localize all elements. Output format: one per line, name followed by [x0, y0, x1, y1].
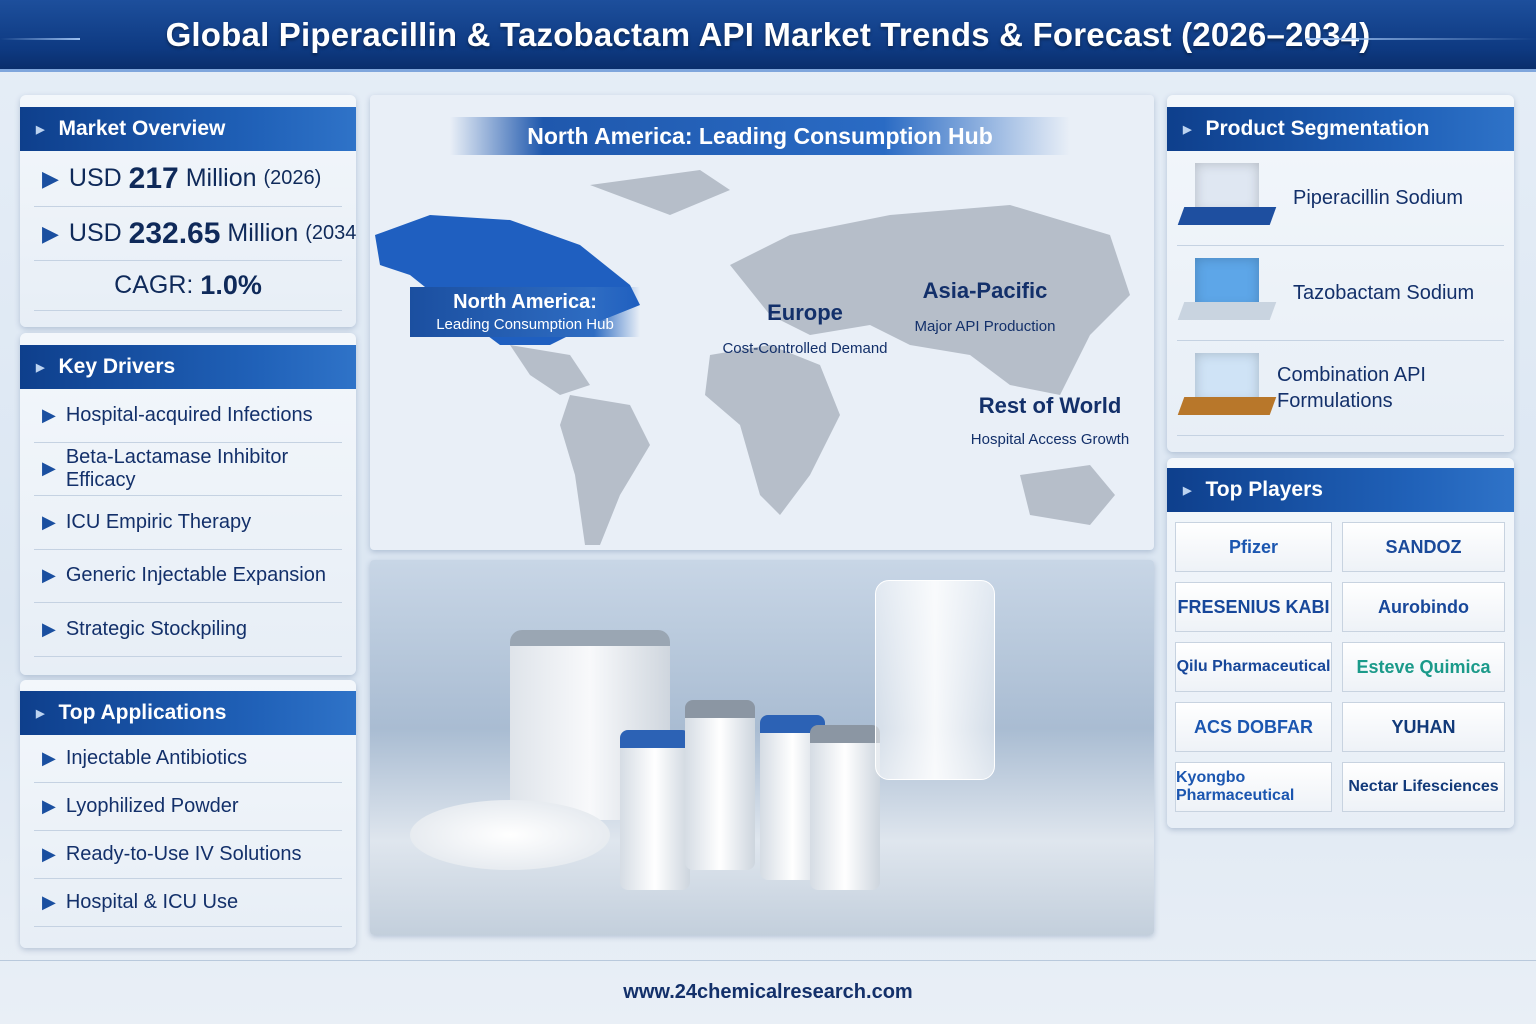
top-applications-panel: ▶ Top Applications ▶ Injectable Antibiotic… [20, 680, 356, 948]
player-logo: SANDOZ [1342, 522, 1505, 572]
segment-label: Piperacillin Sodium [1293, 187, 1464, 209]
panel-title: Top Players [1205, 478, 1323, 501]
bullet-icon: ▶ [42, 748, 56, 768]
region-label-europe: Europe Cost-Controlled Demand [722, 300, 888, 357]
region-label-north-america: North America: Leading Consumption Hub [410, 287, 640, 337]
bullet-icon: ▶ [42, 511, 56, 532]
player-logo: Esteve Quimica [1342, 642, 1505, 692]
player-logo: Kyongbo Pharmaceutical [1175, 762, 1332, 812]
list-item-label: Hospital-acquired Infections [65, 403, 313, 426]
list-item-label: Beta-Lactamase Inhibitor Efficacy [65, 445, 289, 491]
header: Global Piperacillin & Tazobactam API Mar… [0, 0, 1536, 72]
divider [1306, 38, 1536, 40]
player-logo: ACS DOBFAR [1175, 702, 1332, 752]
company-name: FRESENIUS KABI [1177, 596, 1330, 617]
segment-label: Combination API Formulations [1277, 364, 1426, 412]
world-map-panel: North America: Leading Consumption Hub N… [370, 95, 1154, 550]
panel-title: Product Segmentation [1205, 117, 1430, 140]
bullet-icon: ▶ [42, 796, 56, 816]
cagr: CAGR: 1.0% [34, 261, 342, 311]
list-item-label: Strategic Stockpiling [65, 617, 248, 640]
list-item: ▶ ICU Empiric Therapy [34, 496, 342, 550]
company-name: Esteve Quimica [1356, 656, 1491, 677]
africa [705, 345, 840, 515]
segment-item: Combination API Formulations [1177, 341, 1504, 436]
market-value-2026: ▶ USD 217 Million (2026) [34, 151, 342, 207]
market-value-2034: ▶USD 232.65 Million (2034) [34, 207, 356, 261]
player-logo: Qilu Pharmaceutical [1175, 642, 1332, 692]
list-item-label: Ready-to-Use IV Solutions [65, 843, 302, 865]
vial [620, 730, 690, 890]
segment-item: Piperacillin Sodium [1177, 151, 1504, 246]
list-item: ▶ Strategic Stockpiling [34, 603, 342, 657]
company-name: Nectar Lifesciences [1348, 778, 1499, 795]
panel-header: ▶ Market Overview [20, 107, 356, 151]
south-america [560, 395, 650, 545]
vial [810, 725, 880, 890]
panel-header: ▶ Key Drivers [20, 345, 356, 389]
greenland [590, 170, 730, 215]
list-item: ▶ Hospital-acquired Infections [34, 389, 342, 443]
eurasia [730, 205, 1130, 395]
list-item: ▶ Ready-to-Use IV Solutions [34, 831, 342, 879]
australia [1020, 465, 1115, 525]
product-cube-icon [1177, 353, 1277, 423]
company-name: YUHAN [1391, 716, 1456, 737]
player-logo: Nectar Lifesciences [1342, 762, 1505, 812]
bullet-icon: ▶ [42, 844, 56, 864]
triangle-icon: ▶ [36, 123, 45, 136]
list-item: ▶ Lyophilized Powder [34, 783, 342, 831]
player-logo: FRESENIUS KABI [1175, 582, 1332, 632]
player-logo: Aurobindo [1342, 582, 1505, 632]
company-name: Pfizer [1228, 536, 1279, 557]
vial [685, 700, 755, 870]
bullet-icon: ▶ [42, 565, 56, 586]
iv-bag [875, 580, 995, 780]
list-item: ▶ Hospital & ICU Use [34, 879, 342, 927]
bullet-icon: ▶ [42, 404, 56, 425]
bullet-icon: ▶ [42, 458, 56, 479]
list-item-label: Hospital & ICU Use [65, 891, 239, 913]
powder-dish [410, 800, 610, 870]
region-label-asia-pacific: Asia-Pacific Major API Production [914, 278, 1056, 335]
company-name: Aurobindo [1378, 596, 1469, 617]
list-item-label: Injectable Antibiotics [65, 747, 248, 769]
bullet-icon: ▶ [42, 618, 56, 639]
product-cube-icon [1177, 258, 1277, 328]
key-drivers-panel: ▶ Key Drivers ▶ Hospital-acquired Infectio… [20, 333, 356, 675]
product-segmentation-panel: ▶ Product Segmentation Piperacillin Sodiu… [1167, 95, 1514, 452]
map-banner: North America: Leading Consumption Hub [450, 117, 1070, 155]
product-photo [370, 560, 1154, 935]
product-cube-icon [1177, 163, 1277, 233]
segment-item: Tazobactam Sodium [1177, 246, 1504, 341]
panel-title: Key Drivers [58, 355, 176, 378]
player-logo: Pfizer [1175, 522, 1332, 572]
list-item-label: Generic Injectable Expansion [65, 564, 326, 587]
market-overview-panel: ▶ Market Overview ▶ USD 217 Million (2026)… [20, 95, 356, 327]
company-name: Qilu Pharmaceutical [1176, 658, 1331, 675]
list-item-label: ICU Empiric Therapy [65, 510, 252, 533]
panel-header: ▶ Top Applications [20, 691, 356, 735]
bullet-icon: ▶ [42, 892, 56, 912]
list-item: ▶ Injectable Antibiotics [34, 735, 342, 783]
company-name: ACS DOBFAR [1193, 716, 1313, 737]
region-label-rest-of-world: Rest of World Hospital Access Growth [970, 393, 1130, 448]
top-players-panel: ▶ Top Players Pfizer SANDOZ FRESENIUS KABI A… [1167, 458, 1514, 828]
company-name: SANDOZ [1385, 536, 1462, 557]
panel-title: Market Overview [58, 117, 226, 140]
page-title: Global Piperacillin & Tazobactam API Mar… [165, 15, 1371, 53]
divider [0, 38, 80, 40]
player-logo: YUHAN [1342, 702, 1505, 752]
list-item-label: Lyophilized Powder [65, 795, 239, 817]
footer-url[interactable]: www.24chemicalresearch.com [0, 960, 1536, 1024]
panel-header: ▶ Top Players [1167, 468, 1514, 512]
list-item: ▶ Generic Injectable Expansion [34, 550, 342, 603]
segment-label: Tazobactam Sodium [1293, 282, 1475, 304]
list-item: ▶ Beta-Lactamase Inhibitor Efficacy [34, 443, 342, 496]
panel-header: ▶ Product Segmentation [1167, 107, 1514, 151]
central-america [510, 345, 590, 395]
company-name: Kyongbo Pharmaceutical [1176, 769, 1295, 804]
panel-title: Top Applications [58, 701, 227, 724]
world-map [375, 170, 1130, 545]
